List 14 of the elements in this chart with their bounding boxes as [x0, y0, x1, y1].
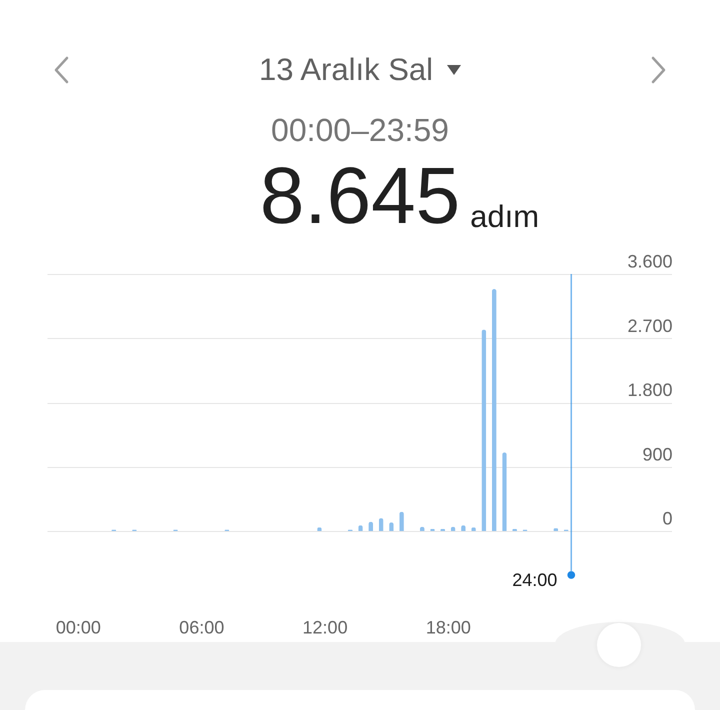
x-tick-label: 06:00 — [179, 618, 224, 638]
y-tick-label: 3.600 — [627, 252, 672, 272]
x-tick-label: 18:00 — [426, 618, 471, 638]
y-tick-label: 1.800 — [627, 380, 672, 400]
y-tick-label: 0 — [662, 508, 672, 528]
chart-title: 13 Aralık Sal — [258, 52, 434, 88]
x-tick-label: 12:00 — [302, 618, 348, 638]
ref-line-label: 24:00 — [512, 570, 558, 590]
text: 8.645 — [260, 151, 460, 240]
y-tick-label: 2.700 — [627, 316, 672, 336]
x-tick-label: 00:00 — [56, 618, 101, 638]
text: adım — [470, 199, 540, 234]
y-tick-label: 900 — [642, 444, 672, 464]
chart-subtitle: 00:00–23:59 — [270, 112, 450, 148]
